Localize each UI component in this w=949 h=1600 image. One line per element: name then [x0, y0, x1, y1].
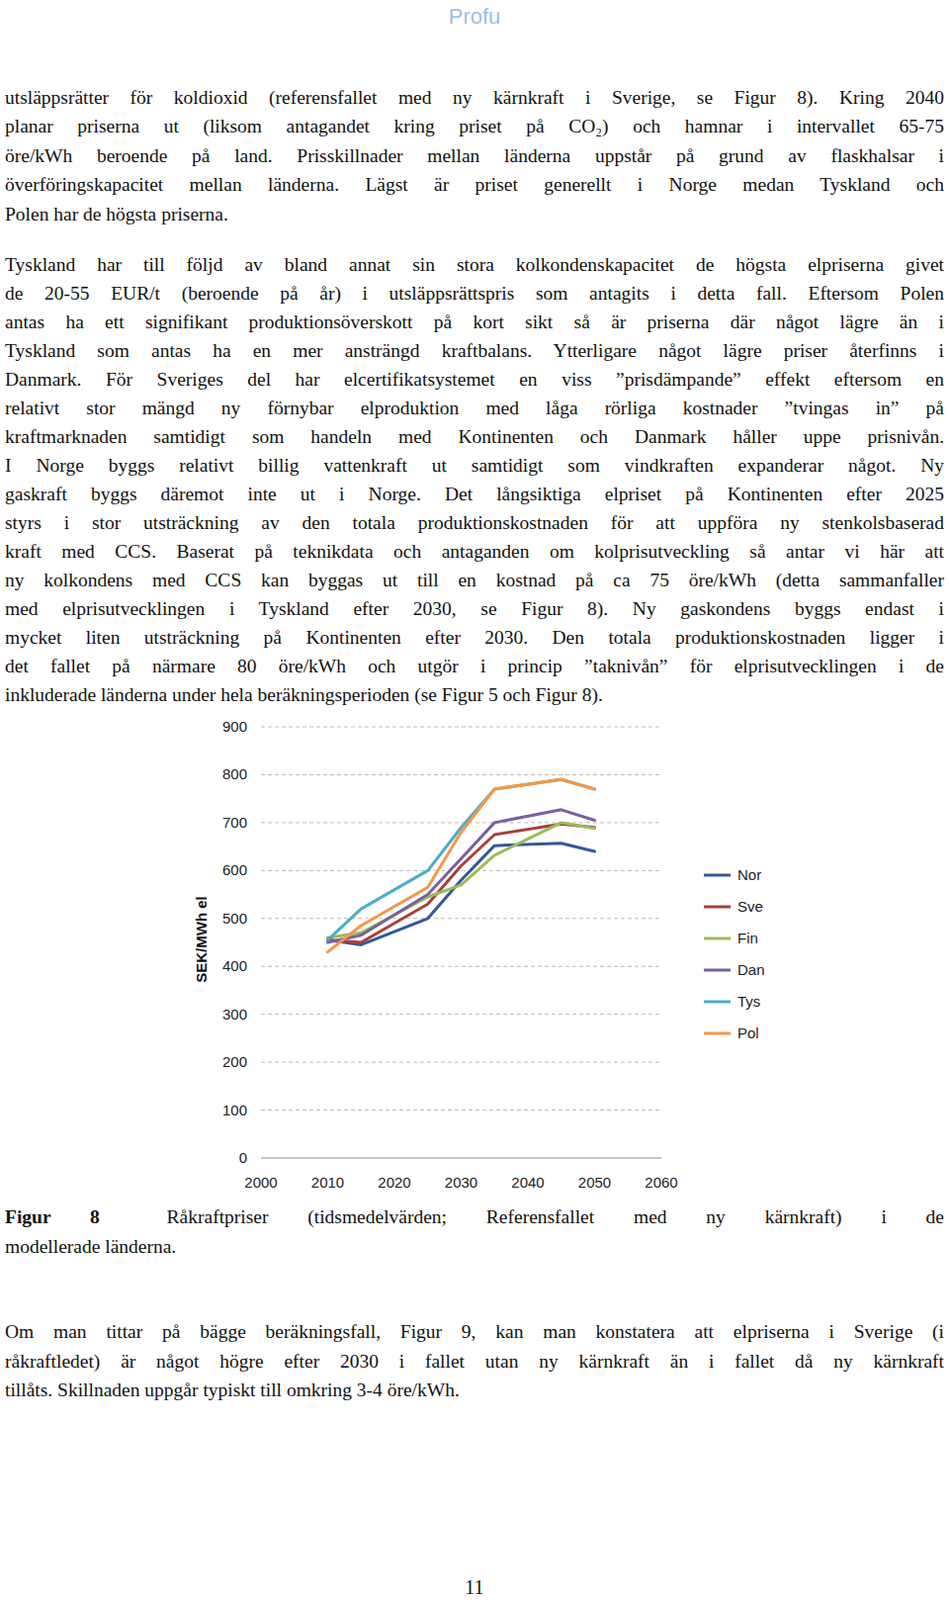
text-line: Polen har de högsta priserna. [4, 199, 945, 229]
text-line: gaskraft byggs däremot inte ut i Norge. … [4, 479, 945, 509]
text-line: Tyskland har till följd av bland annat s… [4, 250, 945, 279]
caption-label: Figur 8 [4, 1206, 100, 1227]
caption-text: Råkraftpriser (tidsmedelvärden; Referens… [167, 1206, 945, 1227]
x-tick-label: 2030 [444, 1173, 478, 1191]
x-tick-label: 2020 [377, 1173, 411, 1191]
text-line: de 20-55 EUR/t (beroende på år) i utsläp… [4, 278, 945, 308]
legend-swatch [703, 1000, 731, 1004]
text-line: antas ha ett signifikant produktionsöver… [4, 307, 945, 337]
y-tick-label: 100 [222, 1101, 248, 1119]
x-tick-label: 2010 [311, 1173, 345, 1191]
x-tick-label: 2050 [578, 1173, 611, 1191]
page-number: 11 [0, 1575, 949, 1599]
caption-line: Figur 8 Råkraftpriser (tidsmedelvärden; … [4, 1202, 945, 1232]
text-line: relativt stor mängd ny förnybar elproduk… [4, 393, 945, 423]
text-line: öre/kWh beroende på land. Prisskillnader… [4, 141, 945, 171]
y-tick-label: 800 [222, 765, 248, 782]
legend-swatch [703, 905, 731, 909]
grid-line [260, 869, 662, 871]
text-line: planar priserna ut (liksom antagandet kr… [4, 111, 945, 141]
y-tick-label: 200 [222, 1052, 248, 1070]
text-line: Om man tittar på bägge beräkningsfall, F… [4, 1316, 945, 1347]
y-axis-label: SEK/MWh el [192, 895, 210, 983]
series-line [328, 778, 596, 940]
text-line: I Norge byggs relativt billig vattenkraf… [4, 450, 945, 480]
text-line: kraft med CCS. Baserat på teknikdata och… [4, 536, 945, 566]
x-axis-line [260, 1157, 662, 1159]
text-line: överföringskapacitet mellan länderna. Lä… [4, 170, 945, 199]
legend-swatch [703, 873, 731, 877]
legend-swatch [703, 1032, 731, 1036]
text-line: Tyskland som antas ha en mer ansträngd k… [4, 336, 945, 365]
y-tick-label: 500 [222, 909, 248, 927]
y-tick-label: 300 [222, 1005, 248, 1023]
legend-label: Dan [737, 960, 766, 978]
legend-swatch [703, 968, 731, 972]
text-line: styrs i stor utsträckning av den totala … [4, 508, 945, 537]
legend-label: Sve [737, 897, 764, 915]
y-tick-label: 900 [222, 717, 248, 735]
grid-line [260, 774, 662, 776]
grid-line [260, 821, 662, 823]
legend-label: Fin [737, 929, 759, 947]
grid-line [260, 1013, 662, 1015]
grid-line [260, 726, 662, 728]
text-line: Danmark. För Sveriges del har elcertifik… [4, 364, 945, 394]
text-line: tillåts. Skillnaden uppgår typiskt till … [4, 1375, 945, 1405]
text-line: ny kolkondens med CCS kan byggas ut till… [4, 565, 945, 595]
grid-line [260, 917, 662, 919]
legend-label: Tys [737, 992, 761, 1010]
page-header: Profu [0, 3, 949, 30]
grid-line [260, 965, 662, 967]
text-line: mycket liten utsträckning på Kontinenten… [4, 622, 945, 652]
y-tick-label: 700 [222, 813, 248, 831]
x-tick-label: 2060 [644, 1173, 678, 1191]
y-tick-label: 0 [239, 1148, 248, 1166]
x-tick-label: 2040 [511, 1173, 544, 1191]
text-line: råkraftledet) är något högre efter 2030 … [4, 1346, 945, 1377]
text-line: det fallet på närmare 80 öre/kWh och utg… [4, 651, 945, 681]
legend-label: Nor [737, 865, 762, 883]
grid-line [260, 1109, 662, 1111]
y-tick-label: 600 [222, 861, 248, 878]
text-line: kraftmarknaden samtidigt som handeln med… [4, 422, 945, 451]
text-line: inkluderade länderna under hela beräknin… [4, 680, 945, 709]
legend-label: Pol [737, 1024, 760, 1041]
series-line [328, 778, 596, 951]
caption-line: modellerade länderna. [4, 1231, 945, 1262]
plot-lines [328, 778, 596, 951]
grid-line [260, 1061, 662, 1063]
text-line: med elprisutvecklingen i Tyskland efter … [4, 594, 945, 623]
x-tick-label: 2000 [244, 1173, 277, 1191]
text-line: utsläppsrätter för koldioxid (referensfa… [4, 83, 945, 112]
y-tick-label: 400 [222, 956, 248, 974]
legend-swatch [703, 937, 731, 941]
